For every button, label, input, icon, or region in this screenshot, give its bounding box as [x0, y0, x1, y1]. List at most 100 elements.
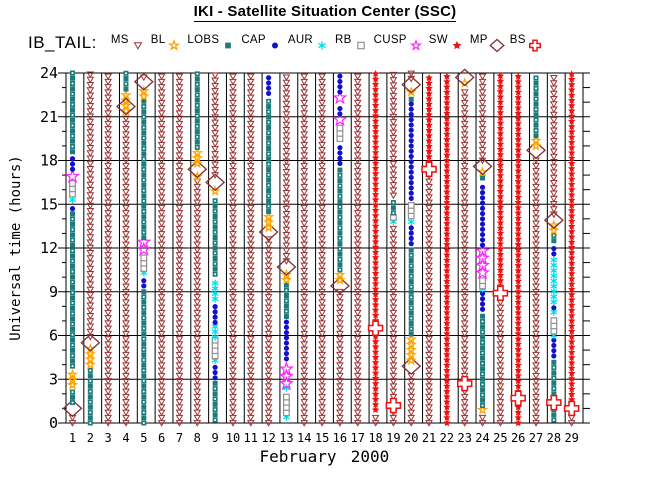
legend-label-CUSP: CUSP	[373, 33, 407, 46]
day-column-18	[367, 70, 384, 427]
day-column-11	[246, 73, 255, 427]
svg-text:6: 6	[158, 431, 165, 445]
day-column-4	[116, 70, 136, 427]
day-columns	[62, 68, 580, 427]
svg-text:7: 7	[176, 431, 183, 445]
day-column-27	[526, 75, 546, 427]
day-column-13	[276, 74, 297, 421]
svg-text:21: 21	[422, 431, 436, 445]
cap-symbol-icon	[271, 42, 278, 48]
legend-item-MP: MP	[470, 34, 505, 53]
legend-label-RB: RB	[335, 33, 352, 46]
aur-symbol-icon	[318, 40, 326, 50]
legend-item-BS: BS	[510, 34, 543, 53]
day-column-21	[421, 74, 437, 427]
day-column-7	[175, 73, 184, 427]
svg-text:19: 19	[386, 431, 400, 445]
x-axis-label-month: February	[259, 447, 336, 466]
svg-text:23: 23	[457, 431, 471, 445]
day-column-28	[543, 75, 564, 423]
day-column-2	[80, 71, 101, 426]
bl-symbol-icon	[168, 38, 181, 51]
legend-label-CAP: CAP	[241, 33, 266, 46]
x-axis-label-year: 2000	[351, 447, 390, 466]
day-column-17	[353, 73, 362, 427]
svg-text:24: 24	[40, 64, 58, 82]
svg-text:3: 3	[105, 431, 112, 445]
legend-label-MP: MP	[469, 33, 488, 46]
svg-text:1: 1	[69, 431, 76, 445]
svg-text:21: 21	[40, 108, 58, 126]
mp-symbol-icon	[489, 38, 505, 52]
svg-text:6: 6	[49, 327, 58, 345]
legend-item-SW: SW	[429, 34, 465, 53]
day-column-12	[258, 75, 279, 427]
dataset-label: IB_TAIL:	[28, 33, 97, 52]
svg-text:17: 17	[351, 431, 365, 445]
svg-text:11: 11	[244, 431, 258, 445]
day-column-6	[157, 73, 166, 427]
svg-text:9: 9	[212, 431, 219, 445]
day-column-22	[443, 72, 451, 427]
day-column-15	[318, 73, 326, 427]
ms-symbol-icon	[133, 41, 143, 50]
sw-symbol-icon	[452, 40, 462, 49]
day-column-26	[510, 72, 526, 427]
day-column-1	[62, 70, 83, 427]
svg-text:0: 0	[49, 414, 58, 432]
legend-item-MS: MS	[111, 34, 146, 53]
lobs-symbol-icon	[225, 42, 232, 48]
legend-item-RB: RB	[335, 34, 369, 53]
day-column-5	[133, 72, 154, 426]
svg-text:25: 25	[493, 431, 507, 445]
hour-ticks	[58, 72, 590, 424]
svg-text:29: 29	[564, 431, 578, 445]
cusp-symbol-icon	[409, 38, 422, 51]
y-axis-label: Universal time (hours)	[8, 155, 24, 340]
legend-item-BL: BL	[151, 34, 183, 53]
legend-label-BS: BS	[509, 33, 526, 46]
svg-text:12: 12	[40, 239, 58, 257]
legend-label-BL: BL	[150, 33, 166, 46]
svg-text:13: 13	[279, 431, 293, 445]
svg-text:27: 27	[529, 431, 543, 445]
svg-text:18: 18	[40, 152, 58, 170]
chart-title-text: IKI - Satellite Situation Center (SSC)	[193, 3, 457, 22]
day-column-25	[492, 72, 509, 427]
day-column-24	[472, 73, 493, 427]
svg-text:3: 3	[49, 370, 58, 388]
rb-symbol-icon	[356, 41, 365, 49]
day-column-29	[563, 70, 580, 427]
legend-item-CAP: CAP	[241, 34, 283, 53]
svg-text:26: 26	[511, 431, 525, 445]
svg-text:18: 18	[368, 431, 382, 445]
svg-text:8: 8	[194, 431, 201, 445]
day-column-19	[385, 71, 402, 427]
legend: MS BL LOBS CAP AUR RB CUSP SW MP BS	[111, 34, 548, 53]
legend-item-CUSP: CUSP	[374, 34, 424, 53]
legend-item-AUR: AUR	[288, 34, 330, 53]
legend-label-LOBS: LOBS	[187, 33, 220, 46]
svg-text:28: 28	[547, 431, 561, 445]
chart-title: IKI - Satellite Situation Center (SSC)	[0, 3, 650, 22]
svg-text:4: 4	[122, 431, 129, 445]
svg-text:20: 20	[404, 431, 418, 445]
bs-symbol-icon	[528, 39, 541, 51]
svg-text:2: 2	[87, 431, 94, 445]
legend-row: IB_TAIL: MS BL LOBS CAP AUR RB CUSP SW MP BS	[28, 31, 628, 55]
legend-label-MS: MS	[110, 33, 129, 46]
svg-text:22: 22	[440, 431, 454, 445]
svg-text:24: 24	[475, 431, 489, 445]
day-column-14	[300, 73, 309, 427]
day-column-8	[187, 71, 208, 427]
day-column-3	[104, 73, 113, 427]
svg-text:15: 15	[40, 195, 58, 213]
svg-text:15: 15	[315, 431, 329, 445]
svg-text:5: 5	[140, 431, 147, 445]
legend-label-SW: SW	[428, 33, 448, 46]
day-column-20	[401, 70, 422, 427]
svg-text:16: 16	[333, 431, 347, 445]
